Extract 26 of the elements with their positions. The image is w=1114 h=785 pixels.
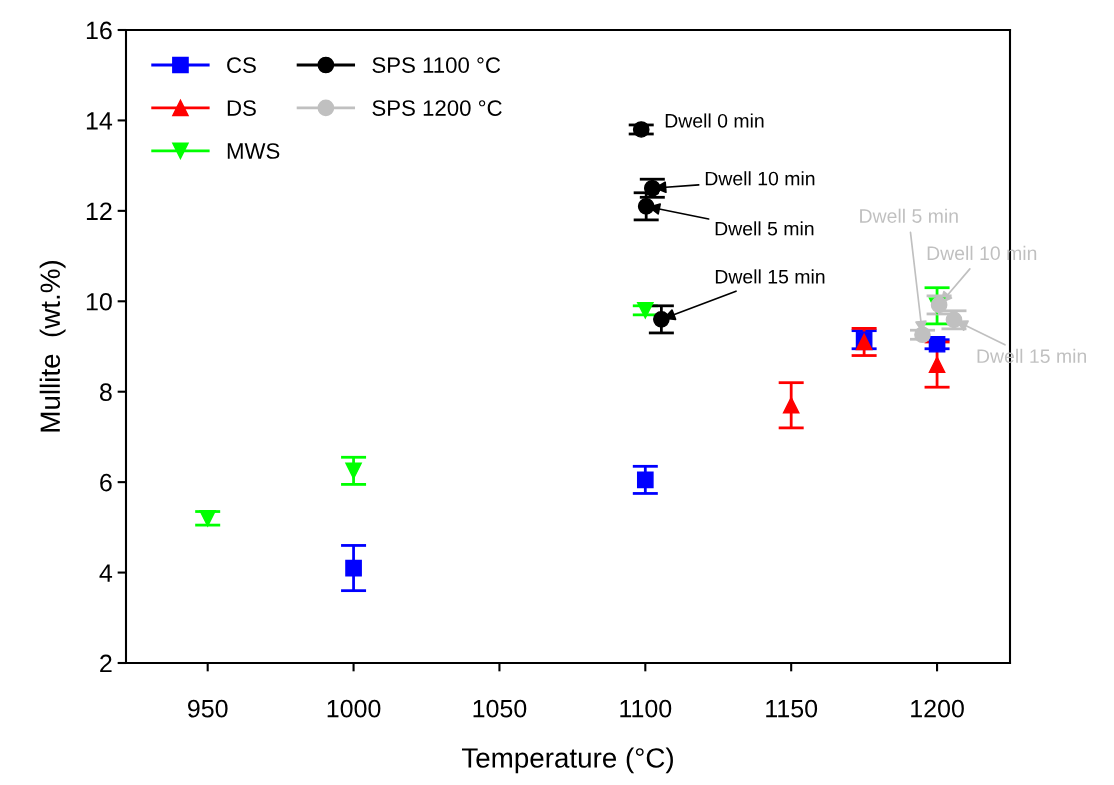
annotation: Dwell 5 min [715,221,814,236]
x-tick-label: 950 [188,699,228,718]
x-tick-label: 1200 [911,699,964,718]
annotation: Dwell 0 min [665,113,764,128]
y-tick-label: 10 [86,292,112,311]
y-tick-label: 16 [86,21,112,40]
annotation: Dwell 5 min [860,208,958,223]
x-tick-label: 1050 [473,699,527,718]
x-tick-label: 1150 [766,699,818,718]
annotation: Dwell 15 min [715,269,825,284]
x-axis-title: Temperature (°C) [461,747,673,774]
annotation: Dwell 10 min [705,171,815,186]
legend-label: DS [227,100,256,116]
y-tick-label: 12 [86,202,112,220]
y-tick-label: 6 [100,473,112,492]
y-tick-label: 4 [99,564,113,582]
y-axis-title: Mullite (wt.%) [39,261,66,432]
y-tick-label: 8 [99,383,112,402]
legend-label: MWS [227,143,280,159]
legend-label: SPS 1200 °C [372,100,502,116]
x-tick-label: 1100 [620,699,672,718]
y-tick-label: 14 [86,112,113,130]
legend-label: CS [227,57,256,73]
legend-label: SPS 1100 °C [372,57,501,73]
x-tick-label: 1000 [327,699,381,718]
y-tick-label: 2 [100,654,112,673]
